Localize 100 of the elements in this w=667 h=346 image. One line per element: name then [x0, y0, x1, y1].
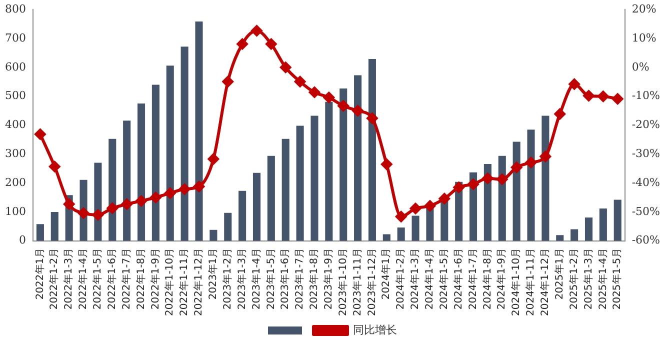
- y-tick-label: 600: [4, 60, 26, 74]
- point: [468, 178, 479, 190]
- point: [453, 182, 464, 193]
- point: [136, 195, 147, 206]
- point: [150, 192, 162, 203]
- point: [308, 86, 320, 98]
- x-tick-label: 2023年1-12月: [366, 248, 378, 316]
- y-tick-label: 700: [4, 31, 26, 44]
- x-tick-label: 2025年1-4月: [596, 248, 609, 310]
- x-tick-label: 2024年1-2月: [394, 248, 407, 310]
- bar: [512, 142, 520, 241]
- x-tick-label: 2022年1-8月: [134, 248, 147, 310]
- point: [280, 62, 292, 73]
- point: [496, 174, 508, 185]
- point: [34, 128, 46, 140]
- point: [482, 172, 494, 184]
- bar: [36, 224, 44, 241]
- y-tick-label: 800: [4, 2, 26, 16]
- x-tick-label: 2023年1-11月: [351, 248, 364, 316]
- x-tick-label: 2025年1-3月: [582, 248, 594, 310]
- y-tick-label: 400: [4, 118, 26, 132]
- x-tick-label: 2022年1-9月: [149, 248, 162, 310]
- x-tick-label: 2024年1-3月: [409, 248, 422, 310]
- x-tick-label: 2024年1月: [380, 248, 392, 300]
- x-tick-label: 2023年1-2月: [221, 248, 234, 310]
- y-tick-label: 0: [18, 234, 26, 247]
- bar: [210, 230, 218, 241]
- x-tick-label: 2024年1-5月: [438, 248, 450, 310]
- point: [612, 93, 624, 104]
- x-tick-label: 2023年1-5月: [264, 248, 277, 310]
- bar: [152, 84, 160, 241]
- bar: [354, 75, 362, 241]
- x-tick-label: 2022年1-3月: [62, 248, 75, 310]
- bar: [238, 190, 246, 241]
- x-tick-label: 2022年1-12月: [192, 248, 205, 316]
- legend-label: 同比增长: [353, 323, 397, 336]
- point: [78, 208, 90, 219]
- x-tick-label: 2023年1-3月: [236, 248, 248, 310]
- bar: [267, 156, 275, 241]
- point: [164, 188, 176, 199]
- x-tick-label: 2022年1-7月: [120, 248, 132, 310]
- x-tick-label: 2024年1-10月: [510, 248, 522, 316]
- y-tick-label: 100: [4, 204, 26, 218]
- bar: [123, 120, 131, 241]
- x-tick-label: 2022年1-11月: [178, 248, 190, 316]
- point: [540, 150, 551, 162]
- bar: [382, 234, 390, 241]
- point: [106, 202, 118, 214]
- x-tick-label: 2023年1-8月: [308, 248, 320, 310]
- y2-tick-label: 0%: [632, 60, 650, 74]
- point: [598, 90, 609, 102]
- x-tick-label: 2023年1-4月: [250, 248, 262, 310]
- bar: [599, 208, 607, 241]
- bar: [224, 212, 232, 241]
- point: [236, 38, 248, 50]
- point: [511, 162, 522, 173]
- y-tick-label: 200: [4, 176, 26, 189]
- point: [366, 112, 378, 124]
- bar: [527, 130, 535, 241]
- point: [251, 25, 262, 36]
- y-tick-label: 300: [4, 146, 26, 160]
- bar: [282, 138, 290, 241]
- point: [323, 92, 334, 103]
- x-tick-label: 2024年1-11月: [524, 248, 537, 316]
- x-tick-label: 2024年1-12月: [539, 248, 552, 316]
- bar: [325, 102, 333, 241]
- bar: [584, 217, 593, 241]
- point: [49, 161, 60, 172]
- x-tick-label: 2023年1-10月: [336, 248, 349, 316]
- bar: [310, 116, 318, 241]
- point: [222, 76, 234, 88]
- y2-tick-label: 10%: [632, 31, 656, 44]
- bar: [180, 46, 188, 241]
- bar: [368, 59, 376, 241]
- bar: [542, 116, 550, 241]
- x-tick-label: 2022年1月: [34, 248, 46, 300]
- point: [194, 181, 204, 192]
- point: [554, 108, 566, 120]
- x-tick-label: 2025年1-5月: [611, 248, 624, 310]
- x-tick-label: 2022年1-2月: [48, 248, 60, 310]
- bar: [412, 216, 420, 241]
- y-tick-label: 500: [4, 89, 26, 102]
- x-tick-label: 2023年1-6月: [279, 248, 292, 310]
- x-tick-label: 2024年1-8月: [481, 248, 494, 310]
- y2-tick-label: -40%: [632, 176, 660, 189]
- point: [121, 198, 132, 210]
- y2-tick-label: -30%: [632, 146, 660, 160]
- x-tick-label: 2022年1-10月: [164, 248, 176, 316]
- y2-tick-label: -50%: [632, 204, 660, 218]
- point: [179, 184, 190, 195]
- point: [396, 211, 407, 222]
- point: [424, 200, 436, 212]
- bar: [108, 138, 116, 241]
- point: [338, 100, 349, 112]
- x-tick-label: 2022年1-4月: [77, 248, 90, 310]
- point: [92, 209, 104, 220]
- x-tick-label: 2023年1月: [207, 248, 220, 300]
- x-tick-label: 2025年1-2月: [568, 248, 580, 310]
- y2-tick-label: 20%: [632, 2, 656, 16]
- bar: [195, 21, 203, 241]
